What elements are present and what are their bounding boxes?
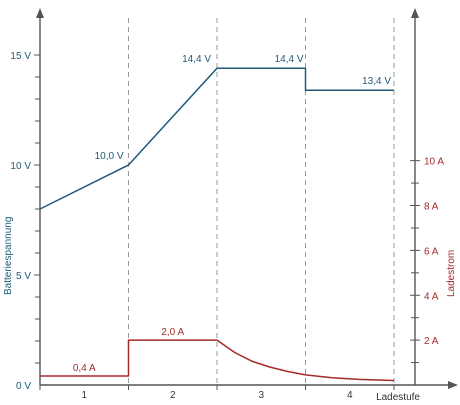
stage-tick-label: 4 — [347, 390, 353, 401]
value-label: 14,4 V — [275, 54, 304, 65]
value-label: 2,0 A — [161, 327, 184, 338]
voltage-series-line — [39, 67, 394, 210]
voltage-tick-label: 0 V — [16, 381, 31, 392]
voltage-tick-label: 5 V — [16, 271, 31, 282]
stage-dividers — [128, 18, 395, 385]
voltage-tick-label: 15 V — [10, 51, 31, 62]
current-series-line — [40, 339, 395, 382]
current-tick-label: 8 A — [424, 202, 439, 213]
current-tick-label: 6 A — [424, 246, 439, 257]
stage-axis: 1 2 3 4 — [39, 381, 458, 401]
x-axis-label: Ladestufe — [376, 392, 420, 403]
voltage-axis-arrow — [36, 8, 44, 18]
stage-tick-label: 2 — [170, 390, 176, 401]
value-label: 10,0 V — [95, 151, 124, 162]
value-label: 0,4 A — [73, 363, 96, 374]
stage-axis-arrow — [448, 381, 458, 389]
stage-tick-label: 1 — [81, 390, 87, 401]
stage-tick-label: 3 — [258, 390, 264, 401]
current-axis-arrow — [411, 8, 419, 18]
y-axis-label-current: Ladestrom — [446, 250, 457, 297]
value-annotations: 10,0 V 14,4 V 14,4 V 13,4 V 0,4 A 2,0 A — [73, 54, 391, 374]
current-tick-label: 10 A — [424, 157, 444, 168]
current-axis: 2 A 4 A 6 A 8 A 10 A — [410, 8, 444, 385]
y-axis-label-voltage: Batteriespannung — [3, 217, 14, 295]
voltage-axis: 0 V 5 V 10 V 15 V — [10, 8, 44, 392]
value-label: 14,4 V — [182, 54, 211, 65]
series-lines — [39, 67, 395, 382]
voltage-tick-label: 10 V — [10, 161, 31, 172]
value-label: 13,4 V — [362, 76, 391, 87]
current-tick-label: 4 A — [424, 291, 439, 302]
current-tick-label: 2 A — [424, 336, 439, 347]
